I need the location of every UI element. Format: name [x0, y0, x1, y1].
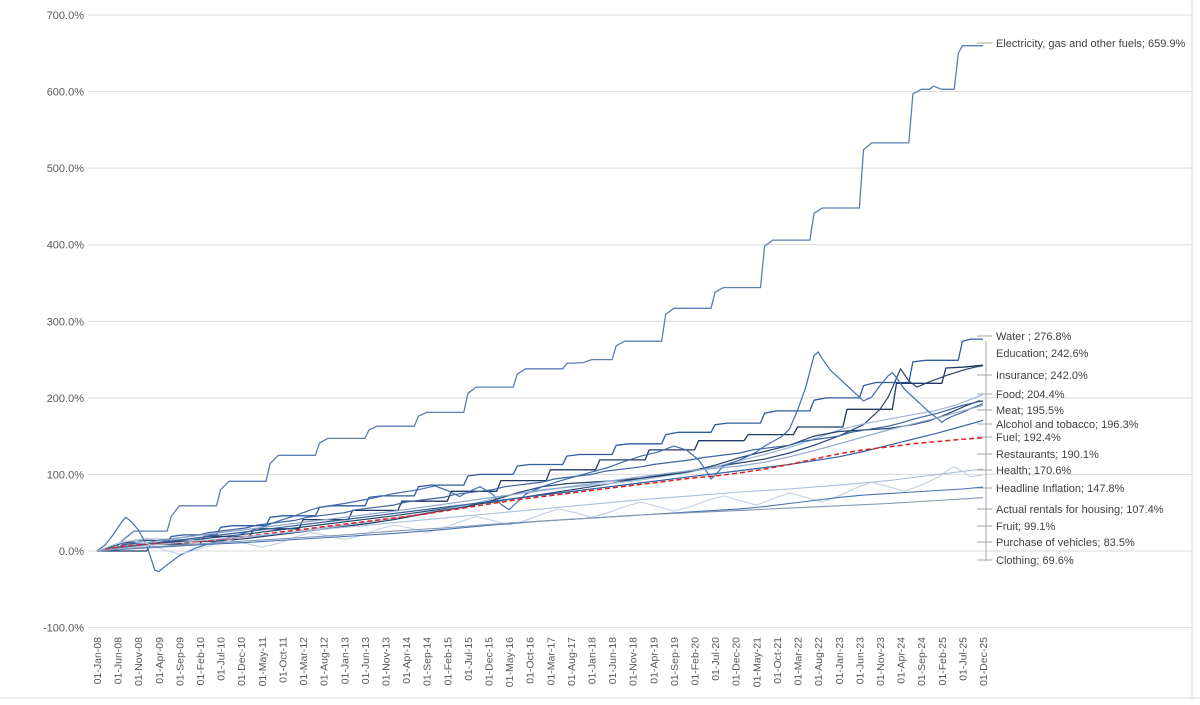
y-axis-tick-label: 0.0%	[59, 546, 84, 558]
x-axis-tick-label: 01-Jul-15	[463, 637, 475, 681]
series-line-headline-inflation[interactable]	[96, 437, 984, 552]
x-axis-tick-label: 01-Jul-25	[957, 637, 969, 681]
x-axis-tick-label: 01-Apr-09	[154, 637, 166, 684]
y-axis-tick-label: 300.0%	[47, 316, 85, 328]
x-axis-tick-label: 01-Oct-21	[772, 637, 784, 684]
series-line-meat[interactable]	[96, 400, 984, 552]
series-line-electricity-gas-and-other-fuels[interactable]	[96, 44, 984, 552]
series-line-fuel[interactable]	[96, 351, 984, 573]
series-line-education[interactable]	[97, 364, 984, 552]
x-axis-tick-label: 01-Aug-12	[319, 637, 331, 686]
x-axis-tick-label: 01-Dec-15	[483, 637, 495, 686]
series-data-label-restaurants[interactable]: Restaurants; 190.1%	[996, 449, 1099, 461]
x-axis-tick-label: 01-Aug-17	[566, 637, 578, 686]
x-axis-tick-label: 01-Jul-20	[710, 637, 722, 681]
x-axis-tick-label: 01-Apr-14	[401, 637, 413, 684]
x-axis-tick-label: 01-Nov-18	[628, 637, 640, 686]
x-axis-tick-label: 01-Dec-20	[731, 637, 743, 686]
x-axis-tick-label: 01-Jan-23	[834, 637, 846, 684]
x-axis-tick-label: 01-Jun-23	[854, 637, 866, 684]
x-axis-tick-label: 01-Jan-18	[587, 637, 599, 684]
series-data-label-alcohol-and-tobacco[interactable]: Alcohol and tobacco; 196.3%	[996, 419, 1139, 431]
series-data-labels: Electricity, gas and other fuels; 659.9%…	[996, 38, 1186, 567]
series-data-label-clothing[interactable]: Clothing; 69.6%	[996, 555, 1074, 567]
x-axis-tick-label: 01-Feb-15	[442, 637, 454, 686]
series-data-label-health[interactable]: Health; 170.6%	[996, 465, 1071, 477]
x-axis-tick-label: 01-Mar-22	[793, 637, 805, 686]
series-data-label-education[interactable]: Education; 242.6%	[996, 348, 1089, 360]
series-line-clothing[interactable]	[96, 497, 984, 552]
x-axis-tick-label: 01-Jun-08	[113, 637, 125, 684]
series-line-alcohol-and-tobacco[interactable]	[96, 400, 984, 552]
x-axis-tick-label: 01-May-11	[257, 637, 269, 687]
x-axis-tick-label: 01-Sep-09	[174, 637, 186, 686]
series-data-label-fuel[interactable]: Fuel; 192.4%	[996, 432, 1061, 444]
x-axis-tick-label: 01-Sep-19	[669, 637, 681, 686]
series-line-water[interactable]	[96, 338, 983, 552]
series-line-actual-rentals-for-housing[interactable]	[96, 468, 984, 552]
series-data-label-fruit[interactable]: Fruit; 99.1%	[996, 521, 1056, 533]
x-axis-tick-label: 01-Apr-24	[896, 637, 908, 684]
series-data-label-purchase-of-vehicles[interactable]: Purchase of vehicles; 83.5%	[996, 537, 1135, 549]
x-axis-tick-label: 01-Aug-22	[813, 637, 825, 686]
label-leader-lines	[977, 42, 992, 561]
x-axis-tick-label: 01-Sep-24	[916, 637, 928, 686]
series-line-fruit[interactable]	[96, 466, 984, 555]
y-axis-tick-label: 500.0%	[47, 163, 85, 175]
series-line-purchase-of-vehicles[interactable]	[96, 486, 984, 552]
series-data-label-electricity-gas-and-other-fuels[interactable]: Electricity, gas and other fuels; 659.9%	[996, 38, 1186, 50]
x-axis-tick-label: 01-Nov-08	[133, 637, 145, 686]
y-axis-labels: 700.0% 600.0% 500.0% 400.0% 300.0% 200.0% 100.…	[43, 10, 84, 635]
x-axis-tick-label: 01-Feb-25	[937, 637, 949, 686]
x-axis-tick-label: 01-Apr-19	[648, 637, 660, 684]
x-axis-tick-label: 01-Oct-16	[525, 637, 537, 684]
y-axis-tick-label: 600.0%	[47, 87, 85, 99]
x-axis-tick-label: 01-Nov-23	[875, 637, 887, 686]
x-axis-tick-label: 01-Nov-13	[380, 637, 392, 686]
x-axis-tick-label: 01-Mar-17	[545, 637, 557, 686]
x-axis-tick-label: 01-Jan-08	[92, 637, 104, 684]
series-data-label-meat[interactable]: Meat; 195.5%	[996, 405, 1064, 417]
series-line-restaurants[interactable]	[96, 404, 984, 552]
y-axis-tick-label: 400.0%	[47, 240, 85, 252]
x-axis-tick-label: 01-Oct-11	[277, 637, 289, 683]
x-axis-tick-label: 01-Jan-13	[339, 637, 351, 684]
series-data-label-actual-rentals-for-housing[interactable]: Actual rentals for housing; 107.4%	[996, 504, 1164, 516]
series-data-label-headline-inflation[interactable]: Headline Inflation; 147.8%	[996, 483, 1125, 495]
y-axis-tick-label: -100.0%	[43, 623, 84, 635]
x-axis-tick-label: 01-May-21	[751, 637, 763, 687]
x-axis-tick-label: 01-Feb-10	[195, 637, 207, 686]
y-axis-tick-label: 700.0%	[47, 10, 85, 22]
series-line-insurance[interactable]	[96, 365, 984, 552]
x-axis-tick-label: 01-Jun-18	[607, 637, 619, 684]
series-data-label-food[interactable]: Food; 204.4%	[996, 389, 1065, 401]
y-axis-tick-label: 100.0%	[47, 469, 85, 481]
x-axis-tick-label: 01-Jun-13	[360, 637, 372, 684]
series-lines	[96, 44, 984, 573]
series-line-health[interactable]	[96, 419, 984, 552]
x-axis-tick-label: 01-May-16	[504, 637, 516, 687]
x-axis-labels: 01-Jan-08 01-Jun-08 01-Nov-08 01-Apr-09 01-S…	[92, 637, 990, 687]
x-axis-tick-label: 01-Sep-14	[422, 637, 434, 686]
x-axis-tick-label: 01-Feb-20	[690, 637, 702, 686]
series-data-label-insurance[interactable]: Insurance; 242.0%	[996, 370, 1088, 382]
x-axis-tick-label: 01-Dec-25	[978, 637, 990, 686]
x-axis-tick-label: 01-Jul-10	[216, 637, 228, 681]
series-line-food[interactable]	[96, 393, 984, 552]
x-axis-tick-label: 01-Mar-12	[298, 637, 310, 686]
series-data-label-water[interactable]: Water ; 276.8%	[996, 331, 1072, 343]
x-axis-tick-label: 01-Dec-10	[236, 637, 248, 686]
y-axis-tick-label: 200.0%	[47, 393, 85, 405]
